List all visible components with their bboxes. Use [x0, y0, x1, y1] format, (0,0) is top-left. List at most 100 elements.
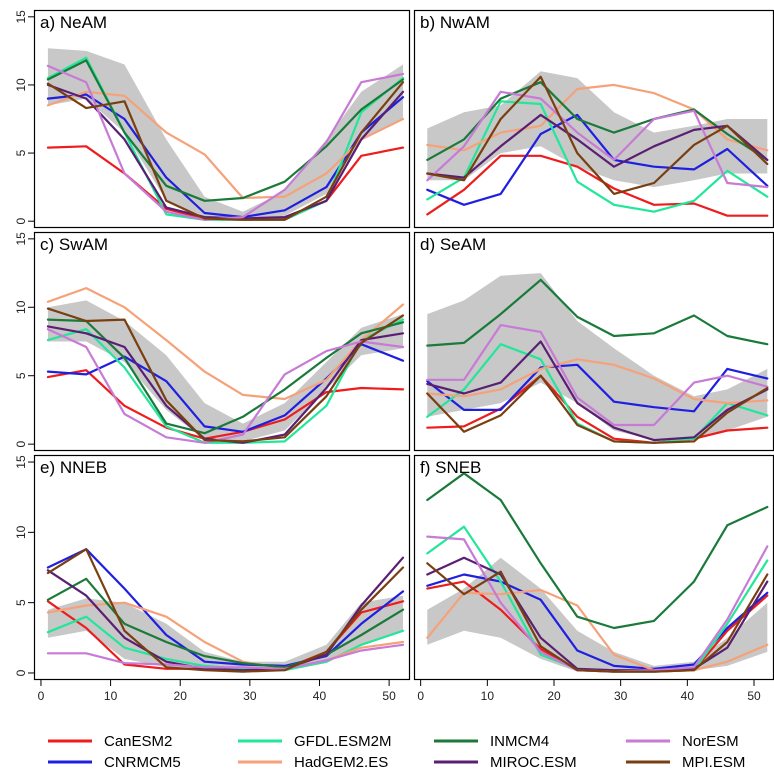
- y-tick-label: 5: [14, 599, 28, 606]
- series-line-noresm: [46, 643, 405, 670]
- series-line-cnrmcm5: [46, 93, 405, 219]
- x-tick-label: 20: [547, 689, 561, 703]
- legend-item-canesm2: CanESM2: [48, 733, 172, 750]
- series-line-canesm2: [426, 374, 769, 444]
- range-band: [47, 48, 404, 219]
- panel-frame: [33, 454, 411, 681]
- x-tick-label: 50: [382, 689, 396, 703]
- y-tick-label: 15: [14, 10, 28, 24]
- range-band: [47, 300, 404, 442]
- plot-area: [46, 287, 405, 444]
- panel-a-neam: a) NeAM 0 5 10 15: [14, 9, 411, 229]
- legend: CanESM2 CNRMCM5 GFDL.ESM2M HadGEM2.ES INMCM4…: [48, 733, 745, 771]
- panel-e-nneb: e) NNEB 0 5 10 15 0 10 20 30 40 50: [14, 454, 411, 703]
- series-line-mpi-esm: [426, 374, 769, 444]
- panel-b-nwam: b) NwAM: [413, 9, 774, 229]
- series-line-mpi-esm: [426, 562, 769, 673]
- series-line-inmcm4: [426, 472, 769, 630]
- y-tick-label: 10: [14, 300, 28, 314]
- plot-area: [426, 273, 769, 444]
- legend-label: MIROC.ESM: [490, 754, 577, 771]
- x-tick-label: 40: [681, 689, 695, 703]
- plot-area: [46, 548, 405, 673]
- y-tick-label: 5: [14, 149, 28, 156]
- legend-label: GFDL.ESM2M: [294, 733, 392, 750]
- legend-label: MPI.ESM: [682, 754, 745, 771]
- series-line-mpi-esm: [426, 75, 769, 195]
- series-line-noresm: [46, 328, 405, 444]
- legend-item-hadgem2-es: HadGEM2.ES: [238, 754, 388, 771]
- x-tick-label: 0: [417, 689, 424, 703]
- range-band: [47, 595, 404, 672]
- y-tick-label: 15: [14, 455, 28, 469]
- legend-item-inmcm4: INMCM4: [434, 733, 549, 750]
- series-line-hadgem2-es: [426, 358, 769, 405]
- series-line-inmcm4: [426, 278, 769, 347]
- x-tick-label: 20: [174, 689, 188, 703]
- legend-item-gfdl-esm2m: GFDL.ESM2M: [238, 733, 392, 750]
- y-tick-label: 0: [14, 669, 28, 676]
- x-tick-label: 10: [104, 689, 118, 703]
- series-line-noresm: [426, 90, 769, 189]
- y-tick-label: 0: [14, 441, 28, 448]
- panel-f-sneb: f) SNEB 0 10 20 30 40 50: [413, 454, 774, 703]
- series-line-hadgem2-es: [426, 83, 769, 152]
- series-line-mpi-esm: [46, 548, 405, 673]
- panel-c-swam: c) SwAM 0 5 10 15: [14, 231, 411, 452]
- series-line-mpi-esm: [46, 307, 405, 443]
- x-tick-label: 30: [243, 689, 257, 703]
- panel-title: e) NNEB: [40, 458, 107, 477]
- series-line-hadgem2-es: [46, 287, 405, 401]
- series-line-gfdl-esm2m: [426, 100, 769, 213]
- x-tick-label: 10: [481, 689, 495, 703]
- series-line-miroc-esm: [426, 113, 769, 179]
- panel-title: d) SeAM: [420, 235, 486, 254]
- series-line-cnrmcm5: [426, 363, 769, 413]
- legend-item-mpi-esm: MPI.ESM: [626, 754, 745, 771]
- panels-layer: a) NeAM 0 5 10 15 b) NwAM c) SwAM 0 5 10 15 d) SeAM…: [14, 9, 774, 703]
- x-tick-label: 30: [614, 689, 628, 703]
- series-line-canesm2: [426, 154, 769, 217]
- series-line-inmcm4: [46, 59, 405, 202]
- x-tick-label: 40: [313, 689, 327, 703]
- plot-area: [46, 48, 405, 221]
- panel-frame: [33, 9, 411, 229]
- panel-d-seam: d) SeAM: [413, 231, 774, 452]
- series-line-gfdl-esm2m: [46, 318, 405, 444]
- series-line-inmcm4: [46, 577, 405, 669]
- legend-label: CNRMCM5: [104, 754, 181, 771]
- x-tick-label: 50: [747, 689, 761, 703]
- series-line-mpi-esm: [46, 81, 405, 221]
- legend-label: HadGEM2.ES: [294, 754, 388, 771]
- panel-title: f) SNEB: [420, 458, 481, 477]
- panel-frame: [33, 231, 411, 452]
- panel-title: b) NwAM: [420, 13, 490, 32]
- legend-item-miroc-esm: MIROC.ESM: [434, 754, 577, 771]
- plot-area: [426, 472, 769, 673]
- series-line-hadgem2-es: [426, 588, 769, 672]
- legend-item-cnrmcm5: CNRMCM5: [48, 754, 181, 771]
- series-line-noresm: [426, 324, 769, 427]
- series-line-canesm2: [46, 369, 405, 440]
- range-band: [427, 71, 768, 188]
- y-tick-label: 10: [14, 525, 28, 539]
- series-line-miroc-esm: [426, 340, 769, 442]
- y-tick-label: 5: [14, 372, 28, 379]
- legend-label: NorESM: [682, 733, 739, 750]
- series-line-cnrmcm5: [46, 548, 405, 668]
- y-tick-label: 0: [14, 218, 28, 225]
- panel-title: c) SwAM: [40, 235, 108, 254]
- series-line-hadgem2-es: [46, 601, 405, 670]
- series-line-miroc-esm: [426, 556, 769, 672]
- legend-label: CanESM2: [104, 733, 172, 750]
- y-tick-label: 15: [14, 232, 28, 246]
- series-line-cnrmcm5: [426, 113, 769, 206]
- x-tick-label: 0: [38, 689, 45, 703]
- y-tick-label: 10: [14, 78, 28, 92]
- legend-label: INMCM4: [490, 733, 549, 750]
- plot-area: [426, 71, 769, 217]
- legend-item-noresm: NorESM: [626, 733, 739, 750]
- panel-title: a) NeAM: [40, 13, 107, 32]
- range-band: [427, 273, 768, 441]
